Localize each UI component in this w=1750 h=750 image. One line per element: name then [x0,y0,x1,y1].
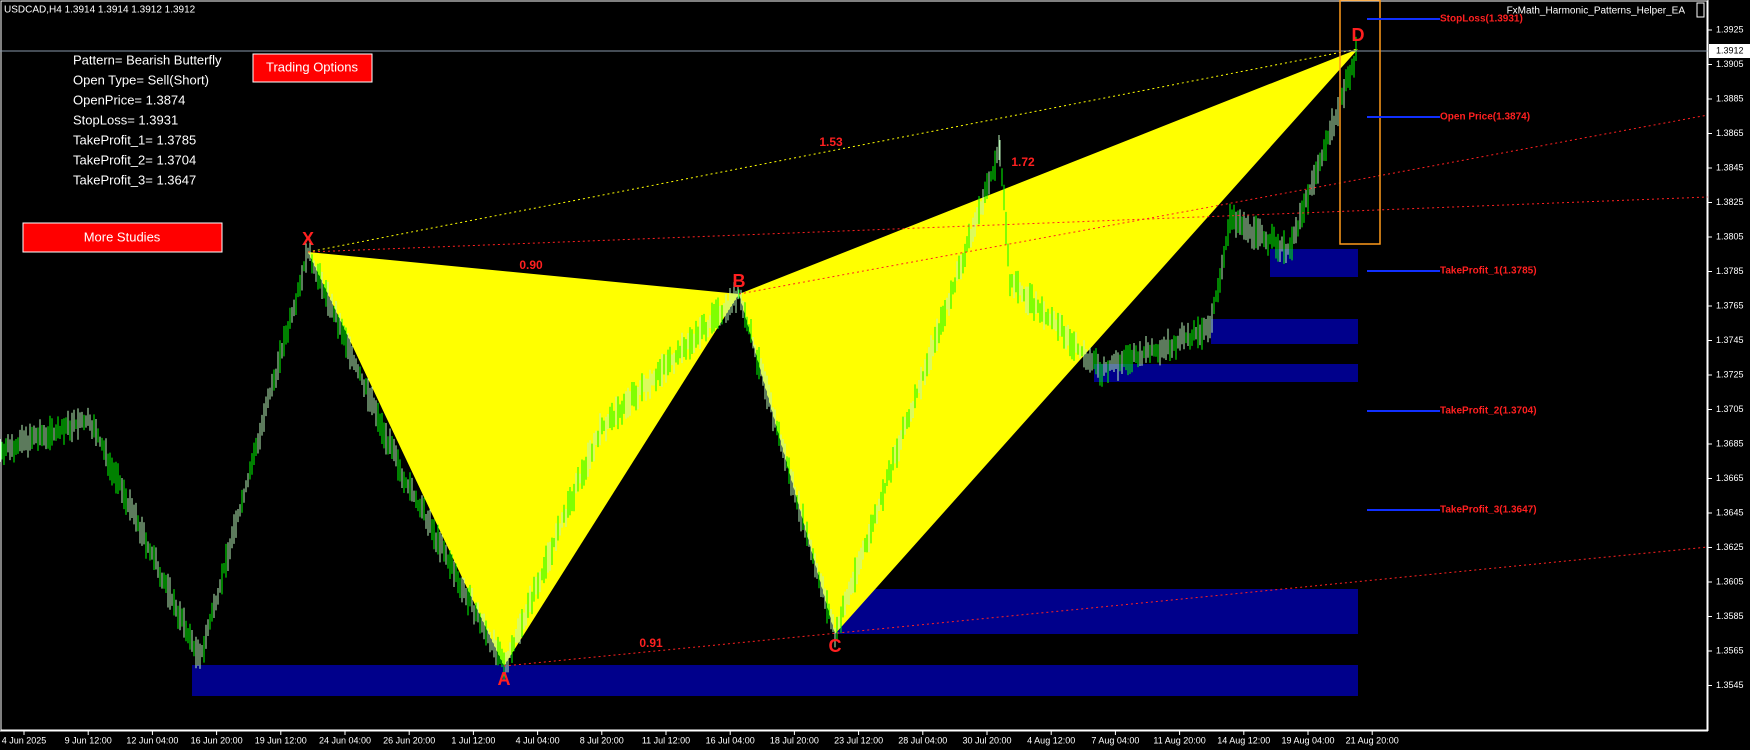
ratio-label: 0.90 [519,258,543,272]
price-tick-label: 1.3705 [1716,404,1744,414]
time-tick-label: 28 Jul 04:00 [898,735,947,745]
price-tick-label: 1.3685 [1716,438,1744,448]
time-tick-label: 4 Jun 2025 [2,735,47,745]
time-tick-label: 1 Jul 12:00 [451,735,495,745]
price-tick-label: 1.3845 [1716,162,1744,172]
zone [1094,364,1358,382]
time-tick-label: 19 Jun 12:00 [255,735,307,745]
ratio-line [503,546,1709,667]
price-series [0,36,1357,681]
ratio-label: 1.72 [1011,155,1035,169]
point-label: C [829,636,842,656]
time-tick-label: 9 Jun 12:00 [65,735,112,745]
price-tick-label: 1.3905 [1716,59,1744,69]
info-panel: Pattern= Bearish Butterfly Open Type= Sel… [73,52,222,187]
time-tick-label: 26 Jun 20:00 [383,735,435,745]
price-tick-label: 1.3645 [1716,507,1744,517]
point-label: D [1352,25,1365,45]
time-tick-label: 12 Jun 04:00 [126,735,178,745]
time-tick-label: 18 Jul 20:00 [770,735,819,745]
zone [192,665,1358,696]
time-tick-label: 24 Jun 04:00 [319,735,371,745]
levels: StopLoss(1.3931) Open Price(1.3874) TakePr… [1367,14,1537,516]
time-tick-label: 19 Aug 04:00 [1281,735,1334,745]
price-tick-label: 1.3805 [1716,231,1744,241]
symbol-header: USDCAD,H4 1.3914 1.3914 1.3912 1.3912 [4,5,196,16]
zones [192,249,1358,696]
price-tick-label: 1.3825 [1716,197,1744,207]
current-price-box [1709,44,1750,58]
time-tick-label: 4 Aug 12:00 [1027,735,1075,745]
point-label: A [498,669,511,689]
time-tick-label: 21 Aug 20:00 [1346,735,1399,745]
price-tick-label: 1.3765 [1716,300,1744,310]
info-line: TakeProfit_1= 1.3785 [73,132,196,147]
trading-options-label[interactable]: Trading Options [266,59,359,74]
level-label: TakeProfit_1(1.3785) [1440,266,1537,277]
price-tick-label: 1.3745 [1716,335,1744,345]
time-tick-label: 16 Jun 20:00 [191,735,243,745]
time-tick-label: 30 Jul 20:00 [962,735,1011,745]
point-label: B [733,271,746,291]
ratio-line [307,48,1359,253]
time-tick-label: 14 Aug 12:00 [1217,735,1270,745]
time-axis: 4 Jun 2025 9 Jun 12:00 12 Jun 04:00 16 Jun … [0,730,1708,745]
time-tick-label: 11 Jul 12:00 [642,735,690,745]
info-line: Pattern= Bearish Butterfly [73,52,222,67]
price-tick-label: 1.3605 [1716,576,1744,586]
pattern-bcd [739,49,1358,634]
time-tick-label: 11 Aug 20:00 [1153,735,1205,745]
time-tick-label: 16 Jul 04:00 [706,735,755,745]
zone [1211,319,1358,344]
price-tick-label: 1.3885 [1716,93,1744,103]
ratio-label: 1.53 [819,135,843,149]
info-line: Open Type= Sell(Short) [73,72,209,87]
time-tick-label: 8 Jul 20:00 [580,735,624,745]
ratio-line [738,114,1709,295]
price-tick-label: 1.3725 [1716,369,1744,379]
pattern-xab [308,252,739,666]
more-studies-button[interactable] [22,222,223,253]
level-label: Open Price(1.3874) [1440,112,1530,123]
time-tick-label: 7 Aug 04:00 [1091,735,1139,745]
info-line: TakeProfit_2= 1.3704 [73,152,196,167]
price-tick-label: 1.3585 [1716,611,1744,621]
price-tick-label: 1.3565 [1716,645,1744,655]
price-tick-label: 1.3545 [1716,680,1744,690]
price-tick-label: 1.3625 [1716,542,1744,552]
chart-frame [0,0,1708,731]
info-line: StopLoss= 1.3931 [73,112,178,127]
time-tick-label: 23 Jul 12:00 [834,735,883,745]
trading-options-button[interactable] [252,53,373,83]
level-label: StopLoss(1.3931) [1440,14,1523,25]
point-label: X [302,229,314,249]
price-tick-label: 1.3865 [1716,128,1744,138]
level-label: TakeProfit_3(1.3647) [1440,505,1537,516]
zone [1270,249,1358,277]
level-label: TakeProfit_2(1.3704) [1440,406,1537,417]
ratio-label: 0.91 [639,636,663,650]
price-tick-label: 1.3925 [1716,24,1744,34]
info-line: OpenPrice= 1.3874 [73,92,185,107]
time-tick-label: 4 Jul 04:00 [516,735,560,745]
price-tick-label: 1.3665 [1716,473,1744,483]
info-line: TakeProfit_3= 1.3647 [73,172,196,187]
zone [835,589,1358,634]
price-axis: 1.3925 1.3905 1.3885 1.3865 1.3845 1.3825 1.38… [1707,0,1750,731]
current-price: 1.3912 [1716,45,1744,55]
ea-icon [1696,2,1705,18]
ea-name: FxMath_Harmonic_Patterns_Helper_EA [1507,6,1686,17]
price-tick-label: 1.3785 [1716,266,1744,276]
ratio-line [307,196,1709,253]
d-zone-box [1339,0,1381,245]
more-studies-label[interactable]: More Studies [84,229,161,244]
